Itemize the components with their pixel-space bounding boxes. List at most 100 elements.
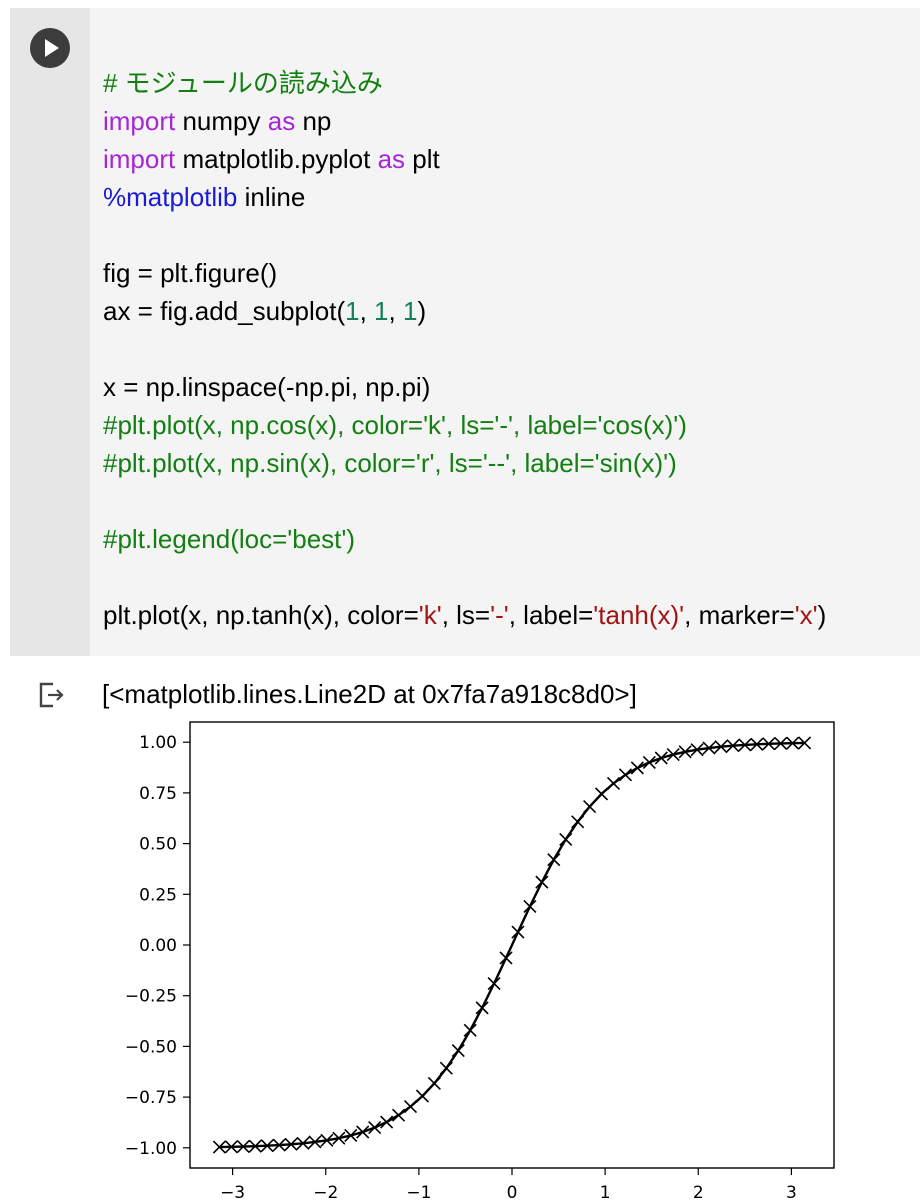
data-point-marker (523, 899, 537, 914)
code-token: matplotlib.pyplot (175, 144, 378, 174)
x-tick-label: 0 (507, 1183, 518, 1203)
data-point-marker (678, 745, 692, 759)
y-tick-label: 1.00 (139, 733, 177, 753)
data-point-marker (344, 1128, 358, 1143)
magic-token: %matplotlib (103, 182, 238, 212)
y-tick-label: 0.75 (139, 784, 177, 804)
data-point-marker (320, 1133, 334, 1147)
string-token: 'k' (418, 600, 442, 630)
data-point-marker (487, 976, 501, 991)
data-point-marker (630, 761, 644, 775)
data-point-marker (356, 1125, 370, 1139)
data-point-marker (738, 738, 752, 752)
code-token: plt (405, 144, 440, 174)
code-line: import matplotlib.pyplot as plt (103, 140, 826, 178)
data-point-marker (415, 1089, 430, 1103)
code-token: , label= (508, 600, 594, 630)
run-cell-button[interactable] (30, 28, 70, 68)
code-token: , (359, 296, 375, 326)
x-tick-label: 3 (786, 1183, 797, 1203)
code-token: ) (817, 600, 827, 630)
tanh-line-chart: −3 −2 −1 0 1 2 3 −1.00 −0.75 −0.50 −0.25 0.00 0.25 0.… (125, 721, 835, 1203)
data-point-marker (606, 776, 621, 790)
blank-line (103, 558, 826, 596)
code-token: ) (417, 296, 427, 326)
data-point-marker (690, 743, 704, 757)
data-point-marker (296, 1136, 310, 1150)
code-line: import numpy as np (103, 102, 826, 140)
code-token: np (295, 106, 332, 136)
x-tick-label: −2 (313, 1183, 338, 1203)
data-point-marker (714, 740, 728, 754)
data-point-marker (463, 1023, 477, 1037)
data-point-marker (594, 787, 609, 801)
keyword-token: import (103, 144, 176, 174)
y-tick-label: −1.00 (125, 1139, 177, 1159)
code-line: x = np.linspace(-np.pi, np.pi) (103, 368, 826, 406)
code-token: , marker= (684, 600, 795, 630)
y-tick-label: 0.25 (139, 885, 177, 905)
comment-token: # モジュールの読み込み (103, 68, 383, 98)
y-tick-label: −0.75 (125, 1088, 177, 1108)
data-point-marker (451, 1043, 465, 1058)
data-point-marker (618, 768, 633, 782)
code-line: #plt.plot(x, np.sin(x), color='r', ls='-… (103, 444, 826, 482)
data-point-marker (380, 1115, 394, 1129)
data-point-marker (571, 815, 585, 829)
code-line: %matplotlib inline (103, 178, 826, 216)
comment-token: #plt.plot(x, np.sin(x), color='r', ls='-… (103, 448, 677, 478)
data-point-marker (427, 1076, 441, 1090)
code-token: plt.plot(x, np.tanh(x), color= (103, 600, 419, 630)
data-point-marker (583, 800, 597, 814)
code-line: fig = plt.figure() (103, 254, 826, 292)
code-token: numpy (175, 106, 268, 136)
string-token: '-' (490, 600, 509, 630)
data-point-marker (702, 741, 716, 755)
output-arrow-icon (39, 682, 64, 708)
x-tick-label: 2 (693, 1183, 704, 1203)
keyword-token: as (267, 106, 296, 136)
data-point-marker (559, 832, 573, 847)
data-point-marker (391, 1108, 406, 1122)
data-point-marker (368, 1121, 382, 1135)
y-tick-label: −0.50 (125, 1037, 177, 1057)
data-point-marker (236, 1139, 250, 1154)
data-point-marker (284, 1137, 298, 1151)
blank-line (103, 216, 826, 254)
y-tick-label: −0.25 (125, 987, 177, 1007)
code-token: , ls= (441, 600, 491, 630)
output-text: [<matplotlib.lines.Line2D at 0x7fa7a918c… (102, 679, 637, 709)
data-point-marker (308, 1135, 322, 1149)
string-token: 'tanh(x)' (593, 600, 685, 630)
code-line: plt.plot(x, np.tanh(x), color='k', ls='-… (103, 596, 826, 634)
data-point-marker (224, 1140, 238, 1154)
data-point-marker (654, 751, 668, 765)
x-tick-label: −1 (406, 1183, 431, 1203)
code-token: ax = fig.add_subplot( (103, 296, 346, 326)
keyword-token: import (103, 106, 176, 136)
data-point-marker (499, 951, 513, 965)
play-icon (45, 39, 59, 57)
tanh-series-line (219, 741, 805, 1149)
cell-gutter (10, 8, 90, 656)
blank-line (103, 482, 826, 520)
x-tick-label: 1 (600, 1183, 611, 1203)
code-line: ax = fig.add_subplot(1, 1, 1) (103, 292, 826, 330)
data-point-marker (762, 737, 776, 751)
data-point-marker (666, 747, 680, 762)
comment-token: #plt.plot(x, np.cos(x), color='k', ls='-… (103, 410, 687, 440)
data-point-marker (403, 1100, 418, 1114)
code-token: , (388, 296, 403, 326)
data-point-marker (547, 853, 561, 867)
data-point-marker (272, 1138, 286, 1152)
code-line: #plt.plot(x, np.cos(x), color='k', ls='-… (103, 406, 826, 444)
code-editor[interactable] (90, 8, 920, 656)
data-point-marker (786, 736, 800, 750)
code-block[interactable]: # モジュールの読み込み import numpy as np import m… (103, 64, 826, 634)
x-tick-label: −3 (220, 1183, 245, 1203)
data-point-marker (475, 1001, 489, 1015)
data-point-marker (212, 1140, 226, 1154)
code-line: #plt.legend(loc='best') (103, 520, 826, 558)
data-point-marker (332, 1131, 346, 1145)
keyword-token: as (377, 144, 406, 174)
